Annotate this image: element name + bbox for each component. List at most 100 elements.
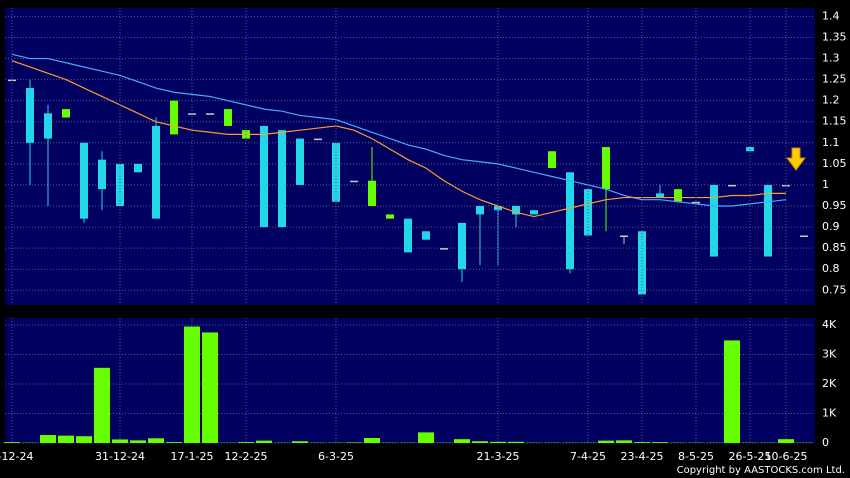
candle-body: [638, 231, 646, 295]
y-tick-label: 2K: [822, 377, 837, 390]
candle-body: [620, 235, 628, 237]
x-tick-label: 12-2-25: [225, 450, 268, 463]
candle-body: [692, 201, 700, 204]
volume-bar: [652, 442, 668, 443]
copyright: Copyright by AASTOCKS.com Ltd.: [677, 465, 845, 476]
volume-bar: [166, 442, 182, 443]
candle-body: [368, 180, 376, 206]
candle-body: [764, 184, 772, 257]
volume-bar: [292, 441, 308, 443]
volume-bar: [472, 441, 488, 443]
y-tick-label: 1.3: [822, 52, 840, 65]
candle-body: [116, 163, 124, 206]
x-tick-label: 6-12-24: [0, 450, 33, 463]
volume-bar: [616, 440, 632, 443]
x-tick-label: 26-5-25: [729, 450, 772, 463]
volume-bar: [58, 435, 74, 443]
candle-body: [476, 206, 484, 215]
candle-body: [188, 113, 196, 115]
candle-body: [26, 88, 34, 143]
candle-body: [98, 159, 106, 190]
candle-body: [224, 109, 232, 126]
y-tick-label: 0.85: [822, 241, 847, 254]
candle-body: [134, 163, 142, 173]
candle-body: [422, 231, 430, 240]
x-tick-label: 23-4-25: [621, 450, 664, 463]
volume-bar: [76, 436, 92, 443]
candle-body: [80, 142, 88, 219]
y-tick-label: 1.35: [822, 30, 847, 43]
candle-body: [710, 184, 718, 257]
volume-bar: [130, 440, 146, 443]
y-tick-label: 0.75: [822, 283, 847, 296]
candle-body: [62, 109, 70, 118]
candle-body: [440, 248, 448, 250]
volume-bar: [634, 442, 650, 443]
candle-body: [332, 142, 340, 202]
arrow-icon: [786, 147, 806, 171]
candle-body: [512, 206, 520, 215]
volume-bar: [724, 340, 740, 443]
candle-body: [656, 193, 664, 198]
y-tick-label: 1.15: [822, 115, 847, 128]
candle-body: [170, 100, 178, 135]
volume-panel: [5, 318, 815, 443]
y-tick-label: 1.05: [822, 157, 847, 170]
candle-body: [674, 189, 682, 202]
candle-body: [602, 147, 610, 190]
candle-body: [152, 125, 160, 219]
volume-bar: [202, 332, 218, 443]
volume-bar: [598, 440, 614, 443]
volume-bar: [184, 326, 200, 443]
candle-body: [350, 180, 358, 183]
candle-body: [548, 151, 556, 169]
volume-bar: [364, 437, 380, 443]
volume-bar: [148, 438, 164, 443]
ma-line: [11, 60, 786, 218]
candle-body: [800, 235, 808, 237]
volume-bar: [346, 442, 362, 443]
price-panel: [5, 8, 815, 305]
volume-bar: [508, 441, 524, 443]
y-tick-label: 0: [822, 436, 829, 449]
candle-body: [314, 138, 322, 141]
y-tick-label: 0.95: [822, 199, 847, 212]
ma-line: [11, 53, 787, 207]
volume-bar: [4, 442, 20, 443]
y-tick-label: 1.4: [822, 9, 840, 22]
volume-bar: [418, 432, 434, 443]
y-tick-label: 0.8: [822, 262, 840, 275]
candle-body: [278, 130, 286, 228]
y-tick-label: 3K: [822, 348, 837, 361]
candle-body: [458, 222, 466, 270]
volume-bar: [94, 367, 110, 443]
x-tick-label: 17-1-25: [171, 450, 214, 463]
volume-bar: [112, 439, 128, 443]
volume-bar: [490, 441, 506, 443]
candle-body: [260, 125, 268, 228]
candle-body: [386, 214, 394, 219]
x-tick-label: 6-3-25: [318, 450, 354, 463]
volume-bar: [454, 439, 470, 443]
y-tick-label: 0.9: [822, 220, 840, 233]
y-tick-label: 4K: [822, 318, 837, 331]
y-tick-label: 1: [822, 178, 829, 191]
candle-body: [530, 210, 538, 215]
candle-body: [494, 206, 502, 211]
volume-bar: [256, 440, 272, 443]
volume-bar: [778, 439, 794, 443]
x-tick-label: 10-6-25: [765, 450, 808, 463]
y-tick-label: 1.25: [822, 73, 847, 86]
y-tick-label: 1K: [822, 407, 837, 420]
y-tick-label: 1.1: [822, 136, 840, 149]
candle-body: [404, 218, 412, 253]
candle-body: [728, 184, 736, 187]
x-tick-label: 21-3-25: [477, 450, 520, 463]
y-tick-label: 1.2: [822, 94, 840, 107]
volume-bar: [40, 435, 56, 443]
candle-body: [566, 172, 574, 270]
plot-layer: 1.4 1.35 1.3 1.25 1.2 1.15 1.1 1.05 1 0.95 0.9 0.85…: [0, 8, 847, 463]
x-tick-label: 8-5-25: [678, 450, 714, 463]
candle-body: [206, 113, 214, 115]
